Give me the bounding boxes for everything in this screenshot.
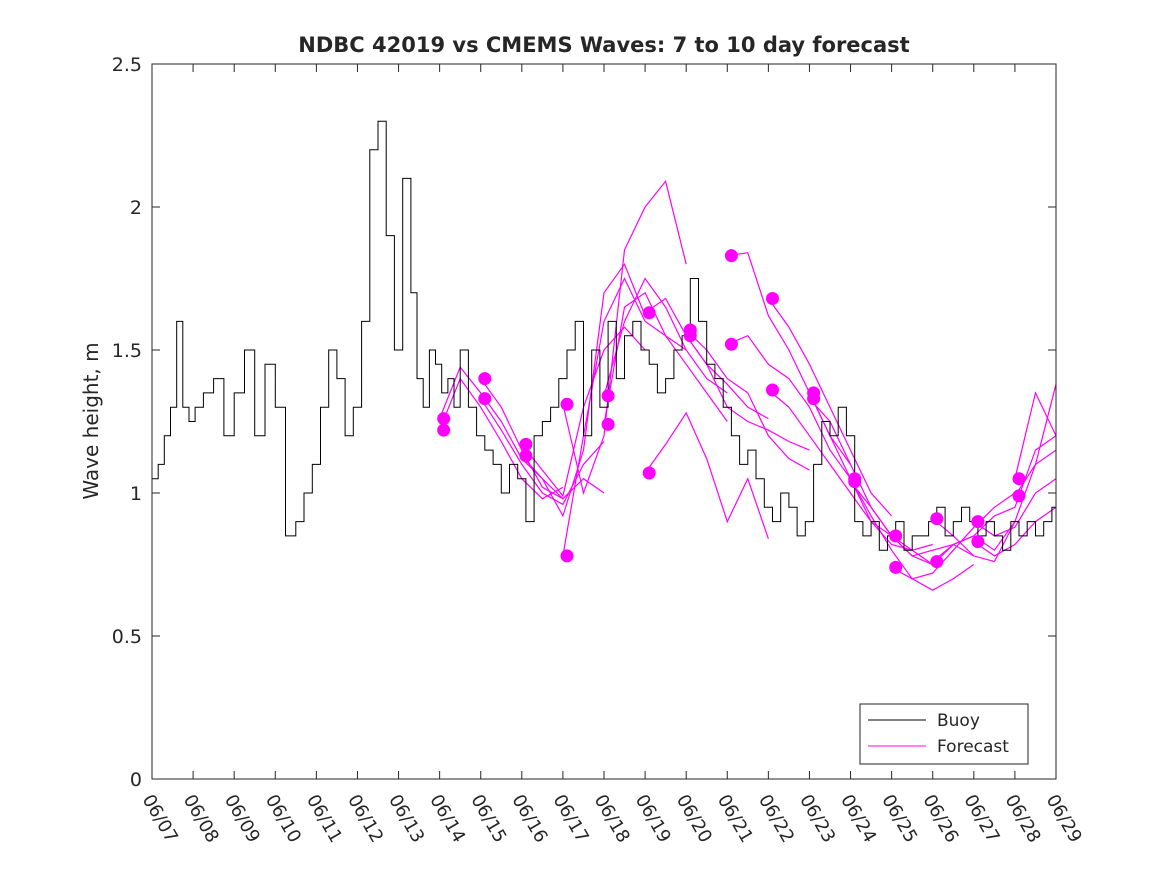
forecast-start-marker bbox=[601, 417, 615, 431]
y-tick-label: 2 bbox=[130, 197, 142, 219]
legend-box bbox=[859, 703, 1029, 765]
forecast-line-16 bbox=[727, 334, 851, 480]
forecast-start-marker bbox=[766, 292, 779, 305]
y-axis-label: Wave height, m bbox=[79, 342, 103, 499]
forecast-start-marker bbox=[930, 555, 944, 569]
y-tick-label: 1.5 bbox=[112, 340, 142, 362]
marker-layer bbox=[437, 249, 1026, 574]
forecast-start-marker bbox=[437, 423, 451, 437]
forecast-start-marker bbox=[807, 392, 821, 406]
forecast-line-3 bbox=[480, 378, 605, 500]
forecast-start-marker bbox=[724, 249, 738, 263]
forecast-start-marker bbox=[1012, 472, 1026, 486]
forecast-start-marker bbox=[560, 549, 574, 563]
forecast-start-marker bbox=[642, 466, 656, 480]
y-tick-label: 0 bbox=[130, 769, 142, 791]
legend-buoy-label: Buoy bbox=[937, 711, 980, 731]
forecast-start-marker bbox=[971, 515, 985, 529]
chart-title: NDBC 42019 vs CMEMS Waves: 7 to 10 day f… bbox=[298, 33, 909, 57]
series-layer bbox=[152, 120, 1057, 591]
forecast-start-marker bbox=[683, 329, 697, 343]
forecast-line-27 bbox=[973, 478, 1057, 537]
forecast-start-marker bbox=[478, 392, 492, 406]
forecast-start-marker bbox=[766, 383, 779, 397]
forecast-start-marker bbox=[601, 389, 615, 403]
forecast-start-marker bbox=[889, 560, 903, 574]
forecast-line-17 bbox=[767, 298, 893, 517]
buoy-line bbox=[152, 120, 1057, 551]
forecast-line-9 bbox=[603, 277, 728, 396]
y-tick-label: 0.5 bbox=[112, 626, 142, 648]
forecast-line-6 bbox=[521, 262, 646, 518]
forecast-start-marker bbox=[930, 512, 944, 526]
forecast-line-4 bbox=[480, 398, 605, 506]
forecast-line-28 bbox=[973, 506, 1057, 557]
forecast-line-30 bbox=[1014, 449, 1057, 497]
legend-forecast-label: Forecast bbox=[937, 737, 1009, 757]
forecast-start-marker bbox=[848, 475, 862, 489]
forecast-start-marker bbox=[519, 449, 533, 463]
forecast-start-marker bbox=[971, 535, 985, 549]
forecast-start-marker bbox=[642, 306, 656, 320]
legend: Buoy Forecast bbox=[859, 703, 1029, 765]
forecast-line-11 bbox=[644, 411, 769, 539]
forecast-line-26 bbox=[932, 435, 1057, 563]
forecast-start-marker bbox=[478, 372, 492, 386]
forecast-line-10 bbox=[603, 291, 728, 425]
forecast-line-29 bbox=[1014, 391, 1057, 479]
y-tick-label: 1 bbox=[130, 483, 142, 505]
forecast-line-7 bbox=[562, 179, 687, 496]
forecast-start-marker bbox=[889, 529, 903, 543]
y-tick-label: 2.5 bbox=[112, 54, 142, 76]
forecast-start-marker bbox=[560, 397, 574, 411]
forecast-start-marker bbox=[724, 337, 738, 351]
forecast-start-marker bbox=[1012, 489, 1026, 503]
forecast-start-marker bbox=[519, 437, 533, 451]
forecast-line-24 bbox=[891, 492, 1016, 580]
forecast-start-marker bbox=[437, 412, 451, 426]
